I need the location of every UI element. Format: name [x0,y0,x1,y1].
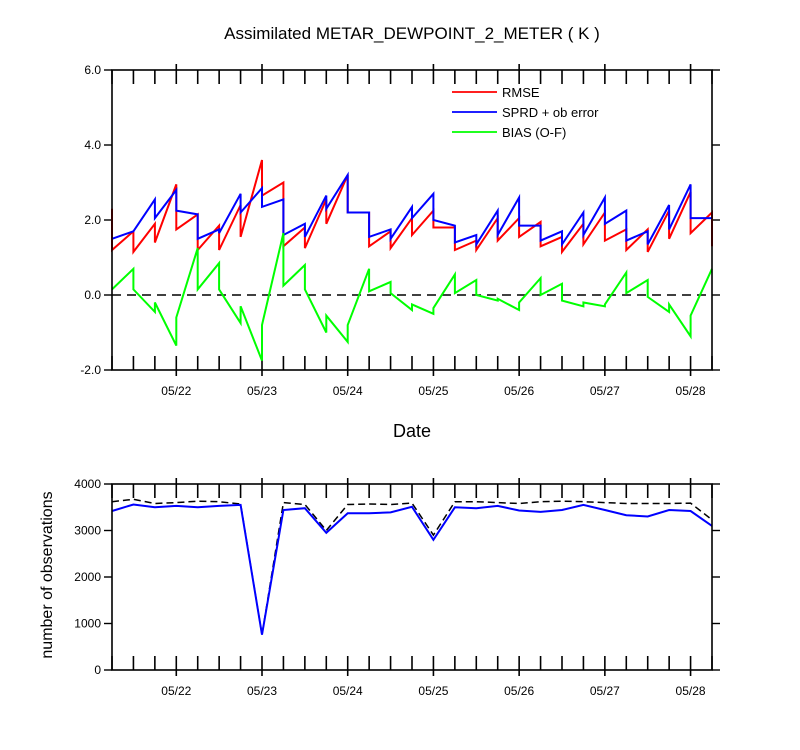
y-tick-label: 4.0 [84,138,101,152]
x-tick-label: 05/27 [590,684,620,698]
y-tick-label: 2000 [74,570,101,584]
y-axis-title-observations: number of observations [39,491,56,658]
x-tick-label: 05/22 [161,684,191,698]
chart-title: Assimilated METAR_DEWPOINT_2_METER ( K ) [224,24,600,43]
rmse-bias-plot: 05/22 05/23 05/24 05/25 05/26 05/27 05/28 -2.0 0… [80,63,720,398]
series-line-assimilated [111,503,713,635]
x-tick-label: 05/22 [161,384,191,398]
x-tick-label: 05/23 [247,684,277,698]
x-tick-label: 05/25 [418,384,448,398]
y-tick-label: 6.0 [84,63,101,77]
y-tick-label: 4000 [74,477,101,491]
y-tick-label: 0.0 [84,288,101,302]
x-tick-label: 05/24 [333,384,363,398]
x-tick-label: 05/27 [590,384,620,398]
x-tick-label: 05/28 [676,684,706,698]
x-tick-label: 05/24 [333,684,363,698]
y-tick-label: 0 [94,663,101,677]
x-tick-label: 05/25 [418,684,448,698]
x-tick-label: 05/23 [247,384,277,398]
observation-count-plot: 05/22 05/23 05/24 05/25 05/26 05/27 05/28 0 1000… [74,477,720,698]
x-tick-label: 05/28 [676,384,706,398]
y-tick-label: 1000 [74,617,101,631]
legend-rmse-label: RMSE [502,85,540,100]
legend: RMSE SPRD + ob error BIAS (O-F) [452,85,599,140]
x-axis-title: Date [393,421,431,441]
y-tick-label: 2.0 [84,213,101,227]
x-tick-label: 05/26 [504,684,534,698]
legend-bias-label: BIAS (O-F) [502,125,566,140]
series-line-bias-o-f [111,232,713,361]
legend-spread-label: SPRD + ob error [502,105,599,120]
plot-frame [111,69,713,371]
series-line-possible [111,498,713,635]
x-tick-label: 05/26 [504,384,534,398]
series-line-sprd-ob-error [111,171,712,248]
series-line-rmse [111,159,713,255]
y-tick-label: 3000 [74,524,101,538]
plot-frame [111,483,713,671]
y-tick-label: -2.0 [80,363,101,377]
